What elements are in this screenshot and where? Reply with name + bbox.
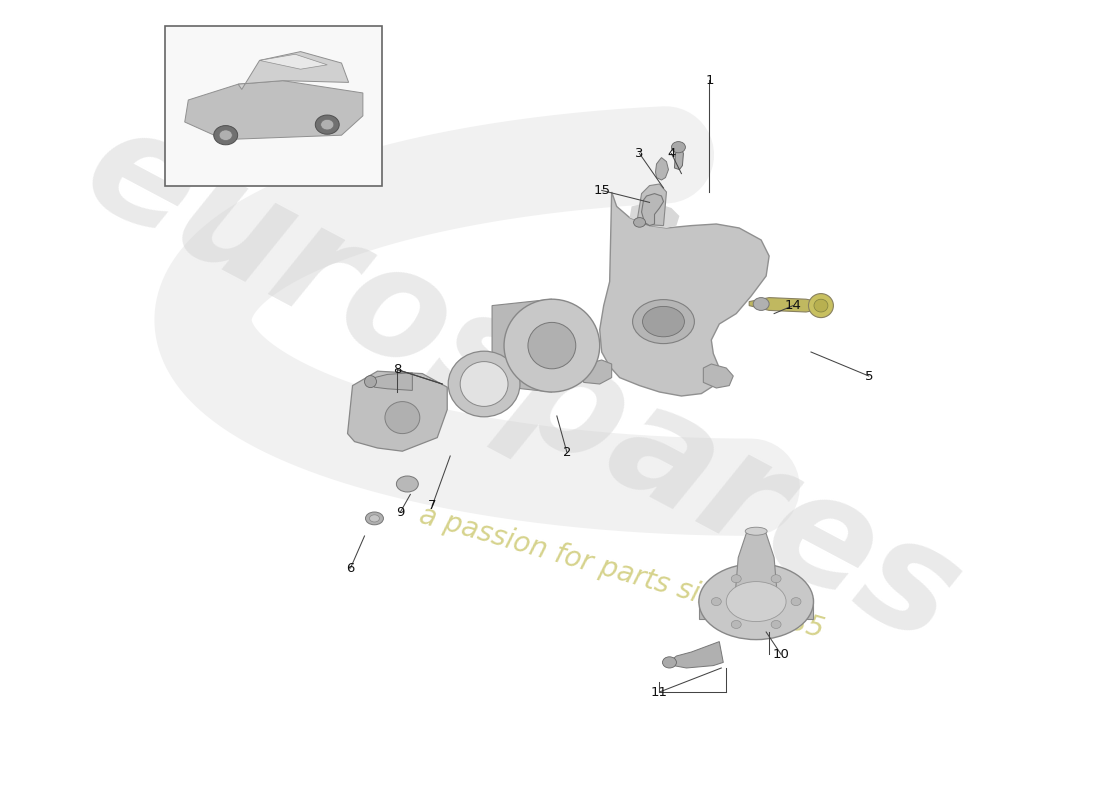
Ellipse shape <box>808 294 834 318</box>
Circle shape <box>634 218 646 227</box>
Text: eurospares: eurospares <box>60 91 983 677</box>
Polygon shape <box>674 148 683 170</box>
Ellipse shape <box>370 515 379 522</box>
Circle shape <box>791 598 801 606</box>
Ellipse shape <box>364 375 376 387</box>
Circle shape <box>671 142 685 153</box>
Circle shape <box>219 130 232 141</box>
Ellipse shape <box>396 476 418 492</box>
Circle shape <box>771 574 781 582</box>
Text: 6: 6 <box>346 562 354 574</box>
Ellipse shape <box>698 563 814 640</box>
Text: 8: 8 <box>393 363 402 376</box>
Ellipse shape <box>504 299 600 392</box>
Circle shape <box>771 621 781 629</box>
Ellipse shape <box>632 300 694 344</box>
Ellipse shape <box>528 322 575 369</box>
Ellipse shape <box>726 582 786 622</box>
Ellipse shape <box>642 306 684 337</box>
Text: 4: 4 <box>668 147 675 160</box>
Ellipse shape <box>448 351 520 417</box>
Text: 7: 7 <box>428 499 437 512</box>
Polygon shape <box>698 598 814 619</box>
Circle shape <box>213 126 238 145</box>
Polygon shape <box>641 194 663 226</box>
Text: 15: 15 <box>593 184 611 197</box>
Polygon shape <box>734 530 778 606</box>
Text: 3: 3 <box>636 147 644 160</box>
Text: 5: 5 <box>865 370 873 382</box>
Ellipse shape <box>814 299 828 312</box>
Circle shape <box>754 298 769 310</box>
Polygon shape <box>637 184 667 226</box>
Polygon shape <box>703 364 734 388</box>
Circle shape <box>732 621 741 629</box>
Text: 1: 1 <box>705 74 714 86</box>
Polygon shape <box>671 642 724 668</box>
Polygon shape <box>492 299 552 392</box>
Ellipse shape <box>365 512 384 525</box>
Polygon shape <box>580 360 612 384</box>
Circle shape <box>662 657 676 668</box>
Polygon shape <box>348 371 448 451</box>
Text: 11: 11 <box>651 686 668 698</box>
Polygon shape <box>749 298 821 312</box>
Text: 14: 14 <box>784 299 802 312</box>
Polygon shape <box>600 192 769 396</box>
Ellipse shape <box>385 402 420 434</box>
Polygon shape <box>239 51 349 90</box>
Bar <box>165 26 383 186</box>
Circle shape <box>316 115 339 134</box>
Circle shape <box>321 119 333 130</box>
Text: 9: 9 <box>396 506 405 518</box>
Text: 2: 2 <box>562 446 571 458</box>
Text: 10: 10 <box>772 648 790 661</box>
Polygon shape <box>656 158 669 180</box>
Ellipse shape <box>745 527 767 535</box>
Circle shape <box>732 574 741 582</box>
Text: a passion for parts since 1985: a passion for parts since 1985 <box>416 501 827 643</box>
Circle shape <box>712 598 722 606</box>
Polygon shape <box>629 202 680 228</box>
Polygon shape <box>371 373 412 390</box>
Polygon shape <box>185 81 363 139</box>
Polygon shape <box>260 54 328 70</box>
Ellipse shape <box>460 362 508 406</box>
